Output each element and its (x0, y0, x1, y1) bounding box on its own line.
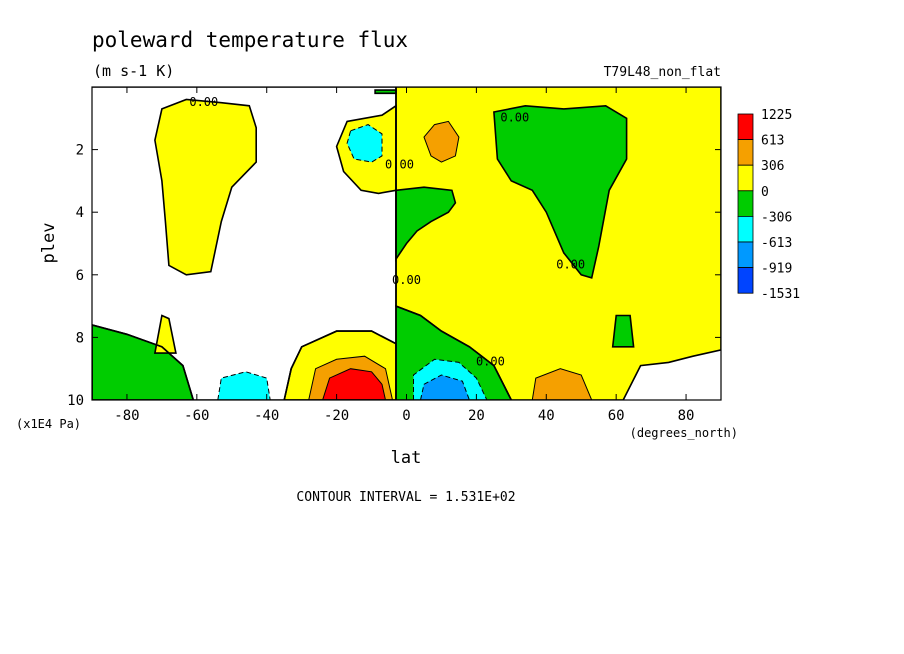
x-tick-label-1: -60 (184, 408, 209, 424)
colorbar-swatch-5 (737, 241, 754, 269)
contour-line-negative-10 (374, 89, 397, 95)
x-tick-label-0: -80 (114, 408, 139, 424)
contour-region-positive-13 (322, 368, 386, 400)
contour-label-3: 0.00 (392, 273, 421, 287)
contour-line-negative-7 (395, 186, 457, 262)
contour-label-4: 0.00 (556, 258, 585, 272)
colorbar-swatch-2 (737, 164, 754, 192)
contour-line-negative-6 (493, 104, 628, 279)
colorbar-label-0: 1225 (761, 108, 792, 123)
colorbar-label-3: 0 (761, 185, 769, 200)
x-tick-label-5: 20 (468, 408, 485, 424)
colorbar-label-7: -1531 (761, 287, 800, 302)
contour-region-positive-5 (396, 87, 721, 400)
colorbar-swatch-4 (737, 215, 754, 243)
colorbar-swatch-0 (737, 113, 754, 141)
x-tick-label-7: 60 (608, 408, 625, 424)
x-axis-label: lat (391, 448, 422, 468)
contour-lines (92, 87, 721, 400)
contour-region-negative-6 (493, 105, 627, 278)
run-label: T79L48_non_flat (604, 65, 721, 80)
contour-line-positive-11 (283, 330, 397, 400)
contour-line-positive-13 (322, 368, 387, 400)
contour-label-1: 0.00 (500, 110, 529, 124)
contour-region-positive-4 (154, 315, 176, 354)
contour-region-positive-2 (154, 99, 257, 275)
contour-label-2: 0.00 (385, 157, 414, 171)
y-tick-label-3: 8 (76, 330, 84, 346)
contour-line-negative-9 (395, 304, 513, 400)
contour-line-positive-2 (154, 98, 258, 276)
chart-title: poleward temperature flux (92, 28, 408, 52)
contour-interval-note: CONTOUR INTERVAL = 1.531E+02 (296, 490, 515, 505)
colorbar-label-1: 613 (761, 134, 784, 149)
y-tick-label-4: 10 (67, 393, 84, 409)
contour-line-positive-12 (308, 355, 394, 400)
colorbar-swatch-3 (737, 190, 754, 217)
colorbar-label-2: 306 (761, 159, 784, 174)
contour-line-positive-3 (335, 104, 397, 195)
y-tick-label-2: 6 (76, 268, 84, 284)
y-axis-units: (x1E4 Pa) (16, 417, 81, 431)
x-tick-label-8: 80 (678, 408, 695, 424)
contour-line-negative-8 (611, 314, 635, 348)
contour-labels: 0.00 0.00 0.00 0.00 0.00 0.00 (189, 95, 585, 369)
colorbar-label-5: -613 (761, 236, 792, 251)
contour-label-5: 0.00 (476, 355, 505, 369)
contour-line-positive-4 (153, 314, 177, 354)
colorbar-label-6: -919 (761, 262, 792, 277)
filled-contour-regions (92, 87, 721, 400)
colorbar-label-4: -306 (761, 210, 792, 225)
y-axis-ticks: 2 4 6 8 10 (67, 143, 721, 409)
x-tick-label-3: -20 (324, 408, 349, 424)
contour-region-positive-19 (424, 121, 459, 163)
contour-region-negative-18 (347, 124, 382, 163)
x-tick-label-4: 0 (402, 408, 410, 424)
y-tick-label-1: 4 (76, 205, 84, 221)
y-tick-label-0: 2 (76, 143, 84, 159)
x-axis-units: (degrees_north) (630, 426, 738, 440)
contour-line-positive-19 (423, 120, 460, 163)
colorbar-swatch-1 (737, 139, 754, 166)
contour-region-negative-16 (420, 375, 470, 400)
chart-units: (m s-1 K) (93, 62, 174, 80)
contour-label-0: 0.00 (189, 95, 218, 109)
contour-line-positive-17 (531, 368, 593, 400)
x-axis-ticks: -80 -60 -40 -20 0 20 40 60 80 (114, 87, 694, 424)
x-tick-label-2: -40 (254, 408, 279, 424)
contour-region-negative-14 (217, 371, 271, 400)
contour-region-positive-17 (532, 368, 592, 400)
colorbar: 1225 613 306 0 -306 -613 -919 -1531 (737, 108, 800, 302)
contour-line-negative-14 (217, 371, 271, 400)
contour-region-negative-7 (396, 187, 456, 260)
contour-line-negative-15 (413, 358, 488, 400)
x-tick-label-6: 40 (538, 408, 555, 424)
y-axis-label: plev (39, 223, 59, 264)
colorbar-swatch-6 (737, 267, 754, 294)
contour-region-negative-8 (612, 315, 634, 347)
